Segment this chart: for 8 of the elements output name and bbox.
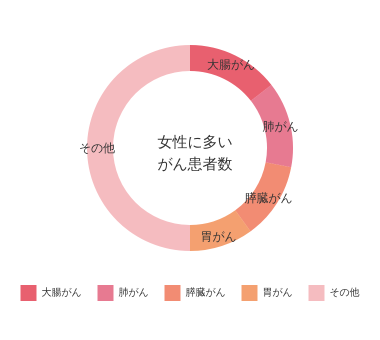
slice-label: 胃がん [200,229,237,244]
slice-label: その他 [79,141,115,155]
legend-label: 肺がん [118,286,148,298]
legend-label: 膵臓がん [186,286,226,298]
legend-label: その他 [330,286,360,298]
legend-label: 胃がん [262,288,292,298]
text: 女性に多いがん患者数 [158,133,232,173]
legend-label: 大腸がん [42,286,82,298]
